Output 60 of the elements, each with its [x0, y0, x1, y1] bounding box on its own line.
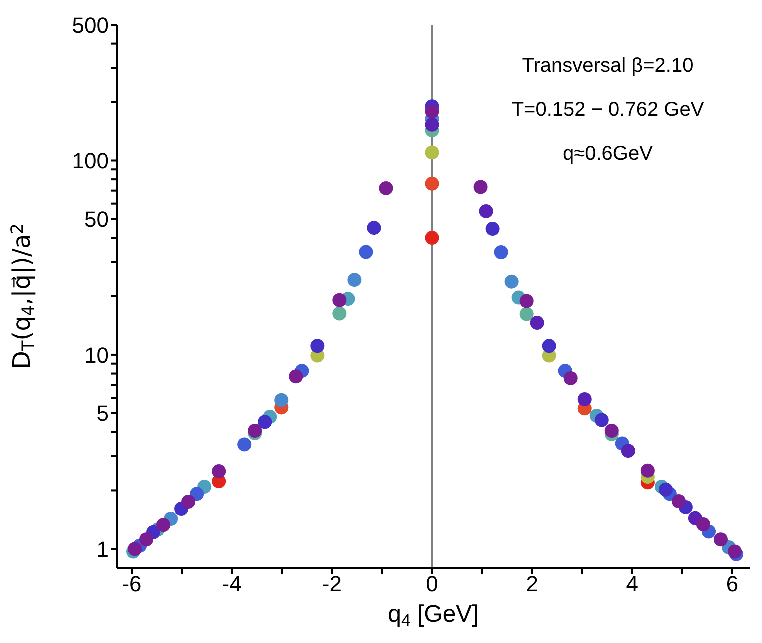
x-tick-label: -4	[222, 572, 242, 597]
x-tick-label: -2	[322, 572, 342, 597]
point	[212, 464, 226, 479]
point	[714, 532, 728, 547]
point	[379, 181, 394, 196]
point	[542, 339, 556, 354]
point	[621, 444, 636, 458]
point	[310, 339, 325, 354]
y-tick-label: 1	[96, 536, 109, 562]
x-tick-label: 0	[426, 572, 438, 597]
point	[425, 146, 440, 160]
y-tick-label: 50	[84, 207, 109, 232]
point	[520, 307, 534, 322]
point	[425, 118, 440, 132]
point	[359, 245, 374, 260]
point	[425, 231, 440, 246]
point	[348, 273, 362, 288]
point	[658, 482, 673, 497]
point	[604, 424, 619, 438]
x-tick-label: 4	[626, 572, 639, 597]
point	[289, 370, 304, 384]
point	[238, 438, 252, 452]
point	[425, 176, 440, 191]
point	[479, 204, 494, 218]
point	[696, 517, 710, 532]
point	[564, 371, 578, 386]
annotation: q≈0.6GeV	[562, 142, 654, 167]
y-tick-label: 500	[72, 12, 109, 38]
y-tick-label: 100	[72, 148, 109, 174]
point	[182, 494, 196, 509]
point	[367, 221, 382, 236]
point	[494, 245, 508, 260]
point	[672, 494, 686, 508]
point	[156, 518, 171, 532]
point	[258, 415, 272, 430]
point	[520, 294, 534, 308]
y-tick-label: 10	[84, 342, 109, 368]
point	[190, 487, 204, 502]
point	[274, 393, 289, 408]
point	[530, 316, 544, 330]
x-tick-label: 2	[526, 572, 538, 597]
point	[425, 104, 440, 119]
point	[140, 532, 154, 547]
x-tick-label: -6	[122, 572, 142, 597]
point	[640, 464, 655, 478]
point	[332, 293, 347, 308]
point	[248, 424, 262, 438]
point	[728, 544, 742, 559]
annotation: T=0.152 − 0.762 GeV	[510, 98, 706, 123]
point	[578, 392, 592, 406]
point	[332, 306, 347, 321]
point	[594, 413, 609, 428]
point	[504, 274, 519, 289]
x-tick-label: 6	[726, 572, 739, 597]
x-axis-title: q$_{4}$ [GeV]	[388, 601, 479, 630]
point	[128, 542, 142, 556]
point	[474, 180, 488, 194]
annotation: Transversal β=2.10	[521, 54, 695, 79]
point	[486, 222, 500, 236]
y-tick-label: 5	[96, 401, 109, 426]
